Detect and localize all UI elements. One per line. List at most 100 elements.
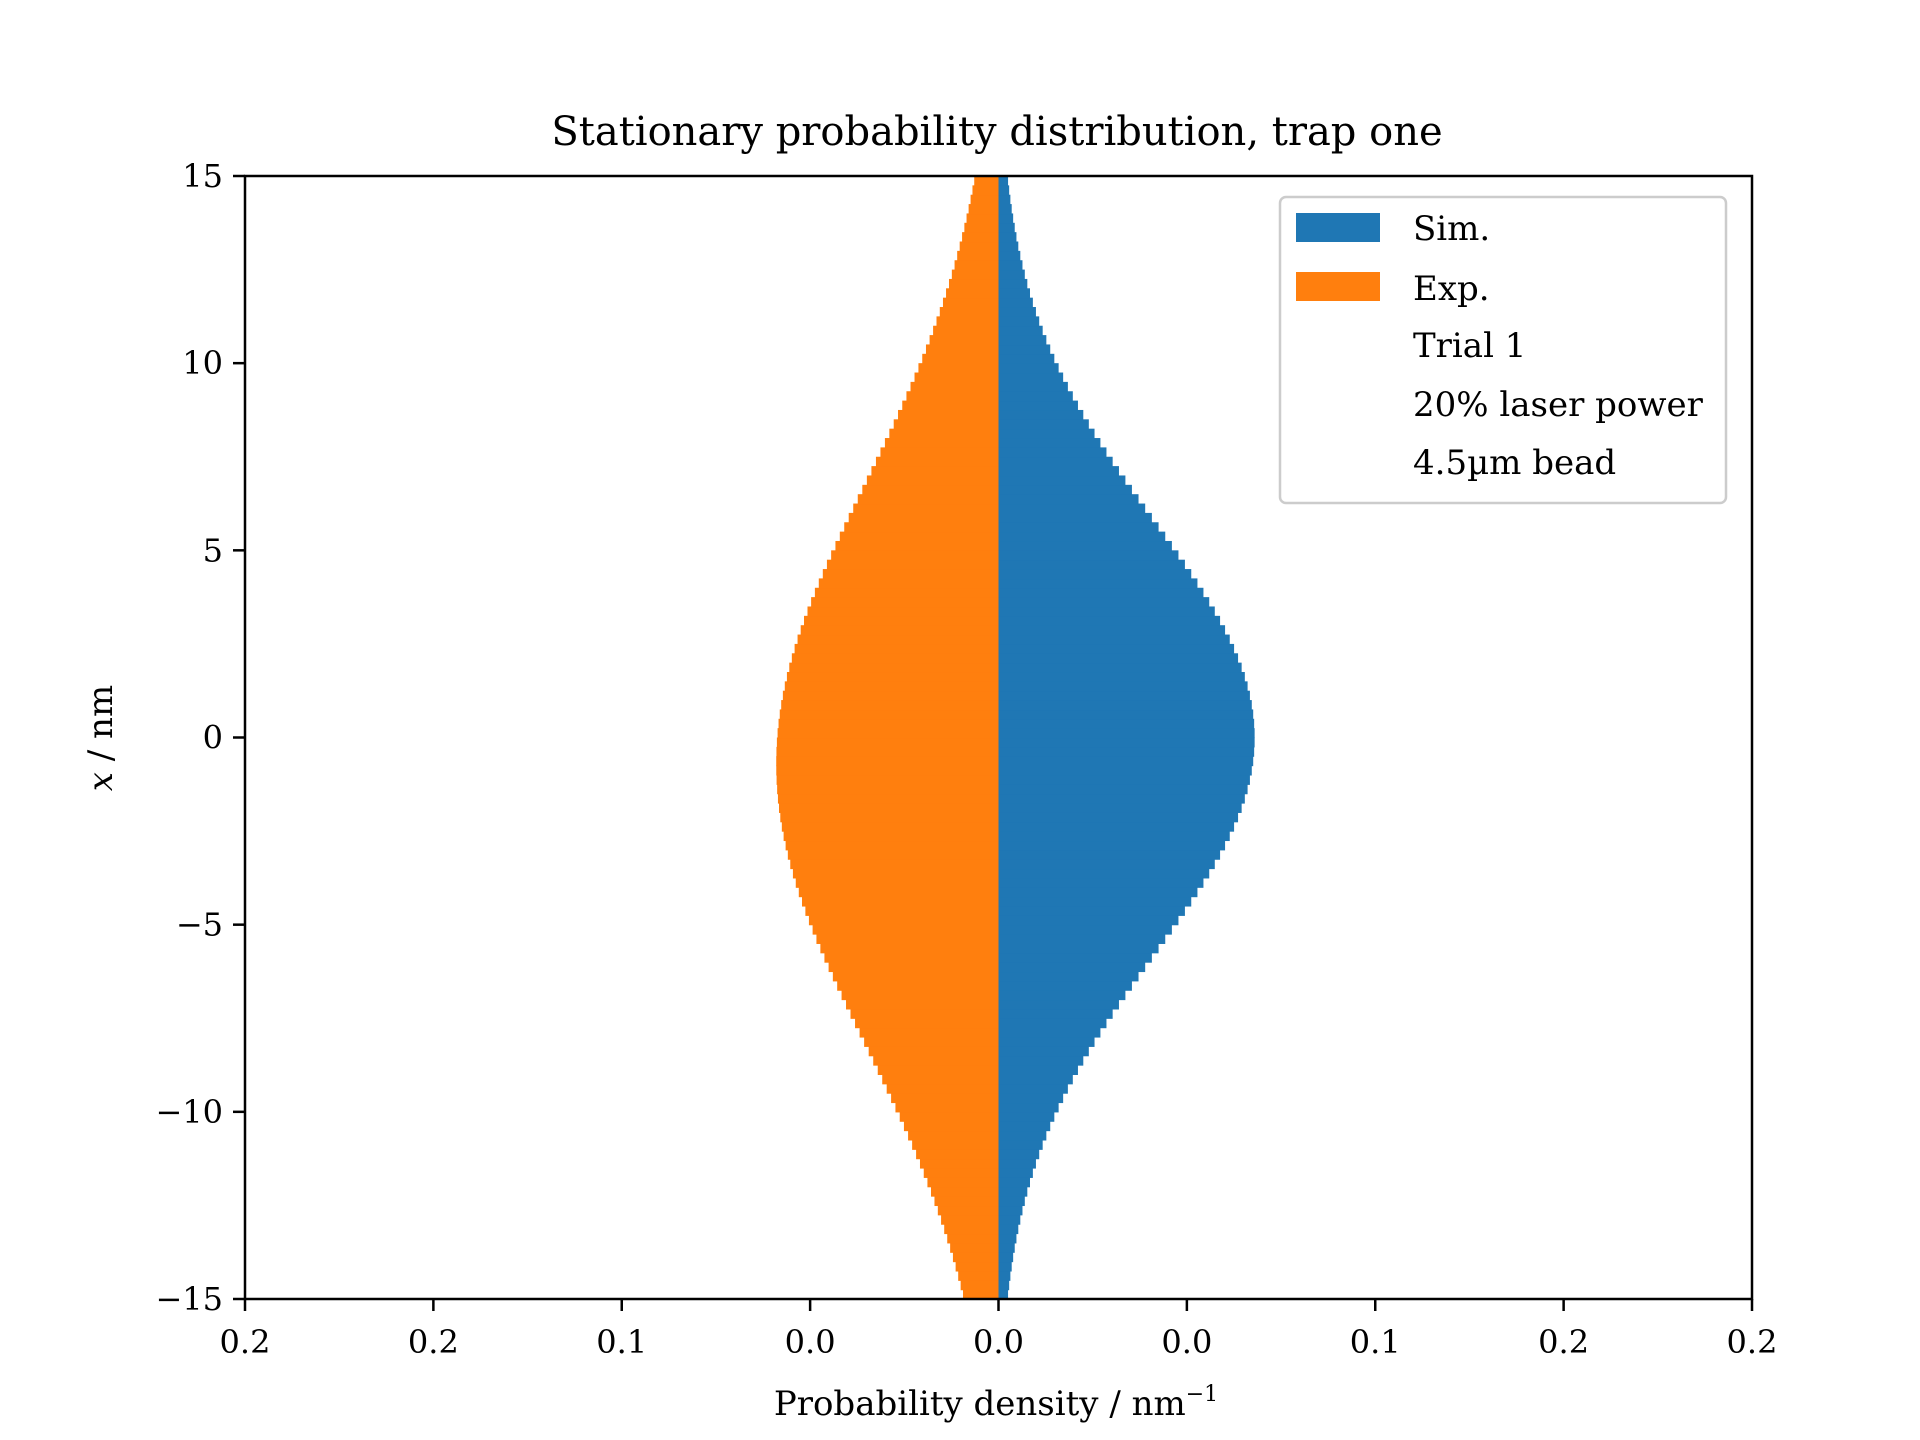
exp-bar xyxy=(950,1242,999,1253)
legend-swatch-exp xyxy=(1296,272,1380,301)
exp-bar xyxy=(857,494,999,505)
exp-bar xyxy=(811,597,999,608)
y-tick-label: 10 xyxy=(182,344,223,382)
exp-bar xyxy=(963,1289,999,1300)
exp-bar xyxy=(873,1055,999,1066)
exp-bar xyxy=(922,353,999,364)
x-tick-label: 0.2 xyxy=(408,1323,459,1361)
sim-bar xyxy=(998,288,1030,299)
exp-bar xyxy=(957,250,999,261)
exp-bar xyxy=(882,1074,999,1085)
legend-label-trial: Trial 1 xyxy=(1413,326,1526,366)
sim-bar xyxy=(998,765,1252,776)
exp-bar xyxy=(798,887,999,898)
exp-bar xyxy=(832,971,999,982)
sim-bar xyxy=(998,1046,1089,1057)
y-axis-label-unit: / nm xyxy=(81,685,121,772)
legend-label-exp: Exp. xyxy=(1413,269,1490,309)
sim-bar xyxy=(998,746,1255,757)
exp-bar xyxy=(941,1214,999,1225)
exp-bar xyxy=(875,456,999,467)
sim-bar xyxy=(998,1139,1043,1150)
sim-bars xyxy=(998,176,1255,1300)
x-axis-label-text: Probability density / nm xyxy=(774,1384,1186,1424)
sim-bar xyxy=(998,204,1012,215)
sim-bar xyxy=(998,550,1179,561)
sim-bar xyxy=(998,1074,1073,1085)
sim-bar xyxy=(998,531,1166,542)
sim-bar xyxy=(998,690,1250,701)
exp-bar xyxy=(866,475,999,486)
exp-bar xyxy=(939,307,999,317)
exp-bar xyxy=(964,222,999,233)
sim-bar xyxy=(998,1214,1021,1225)
sim-bar xyxy=(998,1167,1033,1178)
exp-bar xyxy=(895,1102,999,1113)
sim-bar xyxy=(998,1205,1023,1216)
sim-bar xyxy=(998,615,1221,626)
sim-bar xyxy=(998,428,1095,439)
sim-bar xyxy=(998,803,1242,813)
exp-bar xyxy=(959,241,999,252)
sim-bar xyxy=(998,1177,1030,1188)
exp-bar xyxy=(947,1233,999,1244)
exp-bar xyxy=(954,260,999,271)
sim-bar xyxy=(998,1280,1010,1291)
exp-bar xyxy=(958,1270,999,1281)
sim-bar xyxy=(998,821,1235,832)
exp-bar xyxy=(859,1027,999,1038)
sim-bar xyxy=(998,728,1255,739)
x-tick-label: 0.0 xyxy=(973,1323,1024,1361)
sim-bar xyxy=(998,185,1010,196)
sim-bar xyxy=(998,1008,1113,1019)
sim-bar xyxy=(998,400,1078,411)
sim-bar xyxy=(998,793,1245,804)
x-tick-label: 0.1 xyxy=(596,1323,647,1361)
legend-label-bead: 4.5µm bead xyxy=(1413,443,1616,483)
sim-bar xyxy=(998,1158,1036,1169)
exp-bar xyxy=(844,522,999,533)
y-tick-label: −15 xyxy=(155,1280,223,1318)
sim-bar xyxy=(998,325,1043,336)
sim-bar xyxy=(998,381,1068,392)
sim-bar xyxy=(998,1055,1084,1066)
y-tick-label: 15 xyxy=(182,157,223,195)
exp-bar xyxy=(822,569,999,580)
exp-bar xyxy=(933,325,999,336)
exp-bar xyxy=(824,952,999,963)
exp-bar xyxy=(797,634,999,645)
sim-bar xyxy=(998,971,1139,982)
x-axis: 0.2 0.2 0.1 0.0 0.0 0.0 0.1 0.2 0.2 xyxy=(220,1299,1777,1361)
sim-bar xyxy=(998,241,1019,252)
exp-bar xyxy=(960,1280,999,1291)
x-axis-label-superscript: −1 xyxy=(1186,1382,1218,1407)
exp-bar xyxy=(786,671,999,682)
exp-bar xyxy=(891,1093,999,1104)
exp-bar xyxy=(948,278,999,289)
exp-bar xyxy=(841,990,999,1001)
sim-bar xyxy=(998,269,1025,280)
sim-bar xyxy=(998,709,1254,720)
exp-bar xyxy=(877,1065,999,1075)
sim-bar xyxy=(998,353,1055,364)
exp-bar xyxy=(780,812,999,823)
sim-bar xyxy=(998,999,1119,1010)
exp-bar xyxy=(839,531,999,542)
sim-bar xyxy=(998,466,1119,477)
sim-bar xyxy=(998,962,1146,973)
exp-bar xyxy=(787,849,999,860)
exp-bar xyxy=(791,653,999,664)
exp-bar xyxy=(968,204,999,215)
sim-bar xyxy=(998,681,1248,692)
sim-bar xyxy=(998,1289,1009,1300)
sim-bar xyxy=(998,934,1166,944)
sim-bar xyxy=(998,700,1252,711)
exp-bar xyxy=(802,896,999,907)
y-tick-label: 0 xyxy=(203,719,223,757)
sim-bar xyxy=(998,540,1172,551)
exp-bar xyxy=(951,269,999,280)
exp-bar xyxy=(918,363,999,374)
exp-bar xyxy=(916,1149,999,1160)
exp-bar xyxy=(906,391,999,402)
exp-bar xyxy=(826,559,999,570)
